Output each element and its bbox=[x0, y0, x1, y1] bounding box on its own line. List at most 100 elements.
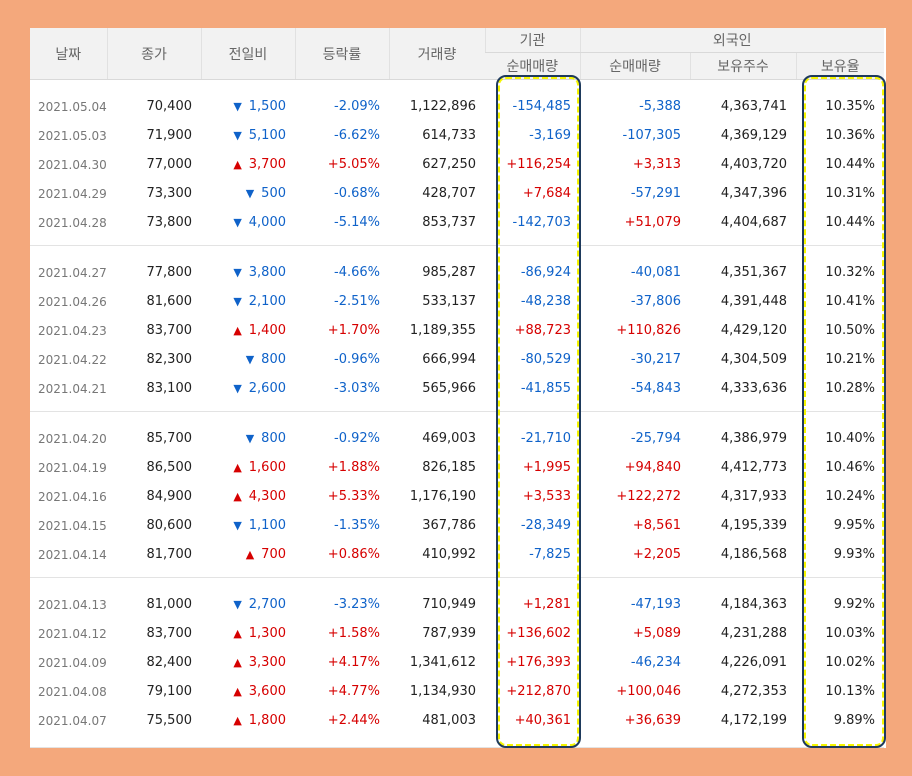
table-row: 2021.04.08 79,100 ▲ 3,600 +4.77% 1,134,930 +21… bbox=[30, 677, 884, 706]
diff-value: 500 bbox=[261, 186, 286, 201]
cell-foreign-hold: 4,226,091 bbox=[720, 655, 787, 670]
cell-close: 77,000 bbox=[146, 157, 193, 172]
cell-date: 2021.05.03 bbox=[38, 128, 107, 143]
cell-inst-net: +1,995 bbox=[522, 460, 571, 475]
group-separator bbox=[30, 237, 884, 246]
cell-foreign-net: -46,234 bbox=[630, 655, 681, 670]
diff-value: 3,300 bbox=[248, 655, 286, 670]
cell-volume: 1,134,930 bbox=[409, 684, 476, 699]
cell-volume: 787,939 bbox=[422, 626, 476, 641]
cell-rate: -2.51% bbox=[334, 294, 380, 309]
diff-value: 1,300 bbox=[248, 626, 286, 641]
diff-value: 1,800 bbox=[248, 713, 286, 728]
group-separator bbox=[30, 735, 884, 748]
cell-close: 73,300 bbox=[146, 186, 193, 201]
cell-close: 71,900 bbox=[146, 128, 193, 143]
cell-date: 2021.04.26 bbox=[38, 294, 107, 309]
cell-diff: ▲ 3,600 bbox=[201, 677, 295, 706]
cell-rate: -3.23% bbox=[334, 597, 380, 612]
header-foreign-ratio: 보유율 bbox=[795, 52, 884, 80]
cell-inst-net: +88,723 bbox=[514, 323, 571, 338]
cell-foreign-ratio: 9.95% bbox=[833, 518, 875, 533]
diff-value: 700 bbox=[261, 547, 286, 562]
cell-inst-net: +212,870 bbox=[506, 684, 571, 699]
triangle-up-icon: ▲ bbox=[233, 490, 242, 503]
cell-diff: ▼ 800 bbox=[201, 345, 295, 374]
cell-diff: ▼ 500 bbox=[201, 179, 295, 208]
header-inst-net: 순매매량 bbox=[485, 52, 580, 80]
cell-date: 2021.04.21 bbox=[38, 381, 107, 396]
cell-foreign-net: +8,561 bbox=[632, 518, 681, 533]
cell-inst-net: +7,684 bbox=[522, 186, 571, 201]
cell-diff: ▲ 1,400 bbox=[201, 316, 295, 345]
cell-close: 70,400 bbox=[146, 99, 193, 114]
cell-diff: ▲ 1,300 bbox=[201, 619, 295, 648]
triangle-up-icon: ▲ bbox=[233, 627, 242, 640]
table-row: 2021.04.15 80,600 ▼ 1,100 -1.35% 367,786 -28,3… bbox=[30, 511, 884, 540]
cell-close: 84,900 bbox=[146, 489, 193, 504]
cell-diff: ▼ 4,000 bbox=[201, 208, 295, 237]
cell-rate: +4.17% bbox=[327, 655, 380, 670]
cell-foreign-ratio: 10.03% bbox=[825, 626, 875, 641]
cell-date: 2021.04.28 bbox=[38, 215, 107, 230]
cell-diff: ▲ 3,300 bbox=[201, 648, 295, 677]
cell-rate: +1.58% bbox=[327, 626, 380, 641]
cell-foreign-hold: 4,403,720 bbox=[720, 157, 787, 172]
cell-diff: ▼ 1,100 bbox=[201, 511, 295, 540]
cell-foreign-ratio: 9.93% bbox=[833, 547, 875, 562]
cell-diff: ▲ 4,300 bbox=[201, 482, 295, 511]
cell-volume: 985,287 bbox=[422, 265, 476, 280]
cell-inst-net: -154,485 bbox=[512, 99, 571, 114]
cell-volume: 1,176,190 bbox=[409, 489, 476, 504]
triangle-up-icon: ▲ bbox=[233, 158, 242, 171]
cell-foreign-ratio: 9.92% bbox=[833, 597, 875, 612]
triangle-down-icon: ▼ bbox=[233, 216, 242, 229]
cell-rate: +2.44% bbox=[327, 713, 380, 728]
triangle-down-icon: ▼ bbox=[233, 100, 242, 113]
cell-close: 75,500 bbox=[146, 713, 193, 728]
cell-foreign-ratio: 10.35% bbox=[825, 99, 875, 114]
header-rate: 등락률 bbox=[294, 28, 389, 80]
cell-volume: 428,707 bbox=[422, 186, 476, 201]
cell-diff: ▼ 3,800 bbox=[201, 258, 295, 287]
table-row: 2021.04.19 86,500 ▲ 1,600 +1.88% 826,185 +1,99… bbox=[30, 453, 884, 482]
cell-volume: 627,250 bbox=[422, 157, 476, 172]
triangle-down-icon: ▼ bbox=[245, 432, 255, 445]
cell-diff: ▼ 800 bbox=[201, 424, 295, 453]
table-body: 2021.05.04 70,400 ▼ 1,500 -2.09% 1,122,896 -15… bbox=[30, 80, 884, 748]
cell-foreign-hold: 4,186,568 bbox=[720, 547, 787, 562]
cell-rate: -0.96% bbox=[334, 352, 380, 367]
triangle-down-icon: ▼ bbox=[245, 353, 255, 366]
diff-value: 1,600 bbox=[248, 460, 286, 475]
triangle-down-icon: ▼ bbox=[233, 266, 242, 279]
cell-foreign-net: -37,806 bbox=[630, 294, 681, 309]
cell-date: 2021.04.16 bbox=[38, 489, 107, 504]
group-separator bbox=[30, 403, 884, 412]
cell-date: 2021.04.07 bbox=[38, 713, 107, 728]
triangle-up-icon: ▲ bbox=[233, 656, 242, 669]
cell-close: 86,500 bbox=[146, 460, 193, 475]
cell-foreign-hold: 4,184,363 bbox=[720, 597, 787, 612]
cell-diff: ▲ 1,800 bbox=[201, 706, 295, 735]
cell-rate: -3.03% bbox=[334, 381, 380, 396]
cell-date: 2021.04.22 bbox=[38, 352, 107, 367]
cell-inst-net: -7,825 bbox=[529, 547, 571, 562]
cell-foreign-hold: 4,231,288 bbox=[720, 626, 787, 641]
cell-close: 83,700 bbox=[146, 323, 193, 338]
cell-inst-net: -142,703 bbox=[512, 215, 571, 230]
cell-volume: 533,137 bbox=[422, 294, 476, 309]
cell-foreign-hold: 4,404,687 bbox=[720, 215, 787, 230]
cell-volume: 853,737 bbox=[422, 215, 476, 230]
header-date: 날짜 bbox=[30, 28, 107, 80]
cell-inst-net: +116,254 bbox=[506, 157, 571, 172]
table-row: 2021.04.22 82,300 ▼ 800 -0.96% 666,994 -80,529… bbox=[30, 345, 884, 374]
diff-value: 4,000 bbox=[248, 215, 286, 230]
cell-diff: ▼ 2,100 bbox=[201, 287, 295, 316]
diff-value: 4,300 bbox=[248, 489, 286, 504]
header-volume: 거래량 bbox=[388, 28, 485, 80]
cell-foreign-hold: 4,195,339 bbox=[720, 518, 787, 533]
cell-rate: +1.88% bbox=[327, 460, 380, 475]
cell-volume: 666,994 bbox=[422, 352, 476, 367]
cell-foreign-net: -40,081 bbox=[630, 265, 681, 280]
cell-date: 2021.05.04 bbox=[38, 99, 107, 114]
